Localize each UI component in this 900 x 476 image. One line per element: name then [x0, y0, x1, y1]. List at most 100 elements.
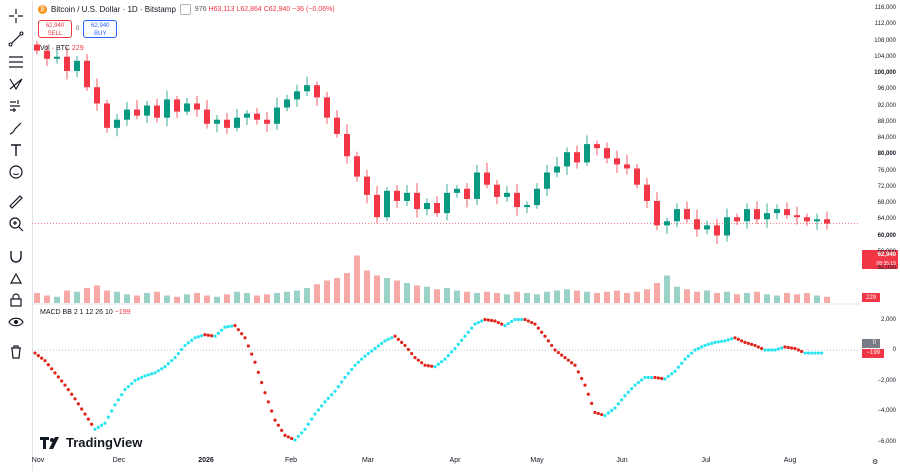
buy-price: 62,940 — [91, 23, 110, 29]
macd-dot — [766, 348, 770, 352]
candle-body — [814, 219, 820, 222]
macd-dot — [110, 409, 114, 413]
macd-dot — [800, 349, 804, 354]
macd-dot — [226, 325, 230, 329]
macd-dot — [280, 428, 284, 432]
macd-dot — [70, 392, 74, 396]
eye-icon[interactable] — [4, 312, 28, 332]
price-tick-label: 104,000 — [874, 53, 896, 60]
macd-dot — [360, 357, 364, 361]
macd-dot — [43, 359, 47, 363]
emoji-icon[interactable] — [4, 162, 28, 182]
candle-body — [424, 203, 430, 210]
volume-bar — [224, 294, 230, 303]
macd-dot — [146, 373, 150, 377]
candle-body — [144, 105, 150, 116]
candle-body — [224, 119, 230, 128]
candle-body — [74, 60, 80, 71]
macd-dot — [353, 363, 357, 367]
buy-button[interactable]: 62,940 BUY — [83, 20, 118, 38]
macd-dot — [436, 362, 440, 366]
crosshair-icon[interactable] — [4, 6, 28, 26]
candle-body — [684, 209, 690, 220]
volume-bar — [784, 293, 790, 303]
volume-legend[interactable]: Vol · BTC 229 — [40, 45, 84, 52]
price-tick-label: 60,000 — [877, 232, 896, 239]
macd-dot — [266, 400, 270, 404]
macd-dot — [570, 361, 574, 365]
price-tick-label: 92,000 — [877, 102, 896, 109]
macd-dot — [630, 387, 634, 391]
volume-bar — [234, 291, 240, 303]
visibility-toggle-icon[interactable] — [179, 4, 191, 15]
time-tick-label: Aug — [783, 457, 797, 464]
volume-bar — [114, 291, 120, 303]
macd-current-tag — [862, 349, 884, 358]
macd-dot — [703, 343, 707, 348]
volume-bar — [274, 293, 280, 303]
macd-dot — [736, 337, 740, 341]
macd-dot — [33, 351, 37, 355]
trash-icon[interactable] — [4, 342, 28, 362]
volume-bar — [684, 289, 690, 303]
macd-dot — [113, 403, 117, 407]
macd-dot — [450, 350, 454, 354]
candle-body — [754, 209, 760, 220]
trendline-icon[interactable] — [4, 29, 28, 49]
macd-legend[interactable]: MACD BB 2 1 12 26 10 −199 — [40, 309, 131, 316]
settings-gear-icon[interactable]: ⚙ — [872, 459, 879, 466]
volume-bar — [124, 294, 130, 303]
volume-bar — [364, 270, 370, 303]
tradingview-logo[interactable]: TradingView — [40, 435, 142, 450]
macd-dot — [36, 353, 40, 358]
ohlc-open: 976 — [194, 6, 207, 13]
fib-retracement-icon[interactable] — [4, 52, 28, 72]
lock-drawing-icon[interactable] — [4, 268, 28, 288]
macd-dot — [696, 346, 700, 351]
candle-body — [34, 44, 40, 51]
chart-canvas[interactable] — [32, 0, 860, 471]
macd-dot — [540, 330, 544, 334]
bar-countdown: 08:35:15 — [876, 261, 896, 267]
symbol-title[interactable]: Bitcoin / U.S. Dollar · 1D · Bitstamp — [51, 5, 176, 14]
candle-body — [524, 205, 530, 208]
brush-icon[interactable] — [4, 118, 28, 138]
macd-dot — [803, 351, 807, 355]
macd-dot — [80, 407, 84, 411]
volume-bar — [614, 290, 620, 303]
sell-button[interactable]: 62,940 SELL — [38, 20, 72, 38]
ruler-icon[interactable] — [4, 192, 28, 212]
macd-dot — [820, 351, 824, 355]
forecast-icon[interactable] — [4, 96, 28, 116]
macd-dot — [93, 427, 97, 431]
chart-area[interactable] — [32, 0, 860, 471]
macd-dot — [430, 364, 434, 368]
candle-body — [364, 176, 370, 195]
macd-dot — [816, 351, 820, 355]
volume-bar — [204, 295, 210, 303]
macd-dot — [343, 375, 347, 380]
macd-label: MACD BB 2 1 12 26 10 — [40, 309, 113, 316]
macd-dot — [780, 346, 784, 350]
macd-dot — [233, 324, 237, 328]
price-axis[interactable]: 116,000 112,000 108,000 104,000 100,000 96,00… — [860, 0, 900, 471]
macd-dot — [356, 360, 360, 364]
zoom-in-icon[interactable] — [4, 214, 28, 234]
macd-dot — [760, 346, 764, 351]
macd-dot — [770, 348, 774, 352]
pattern-icon[interactable] — [4, 74, 28, 94]
text-icon[interactable] — [4, 140, 28, 160]
macd-dot — [213, 334, 217, 338]
drawing-toolbar — [0, 0, 33, 471]
macd-dot — [380, 341, 384, 345]
lock-icon[interactable] — [4, 290, 28, 310]
macd-dot — [346, 371, 350, 375]
magnet-icon[interactable] — [4, 246, 28, 266]
candle-body — [724, 217, 730, 236]
macd-dot — [526, 319, 530, 323]
macd-dot — [506, 321, 510, 326]
macd-dot — [186, 341, 190, 345]
volume-bar — [734, 294, 740, 303]
macd-dot — [256, 370, 260, 374]
candle-body — [454, 188, 460, 193]
